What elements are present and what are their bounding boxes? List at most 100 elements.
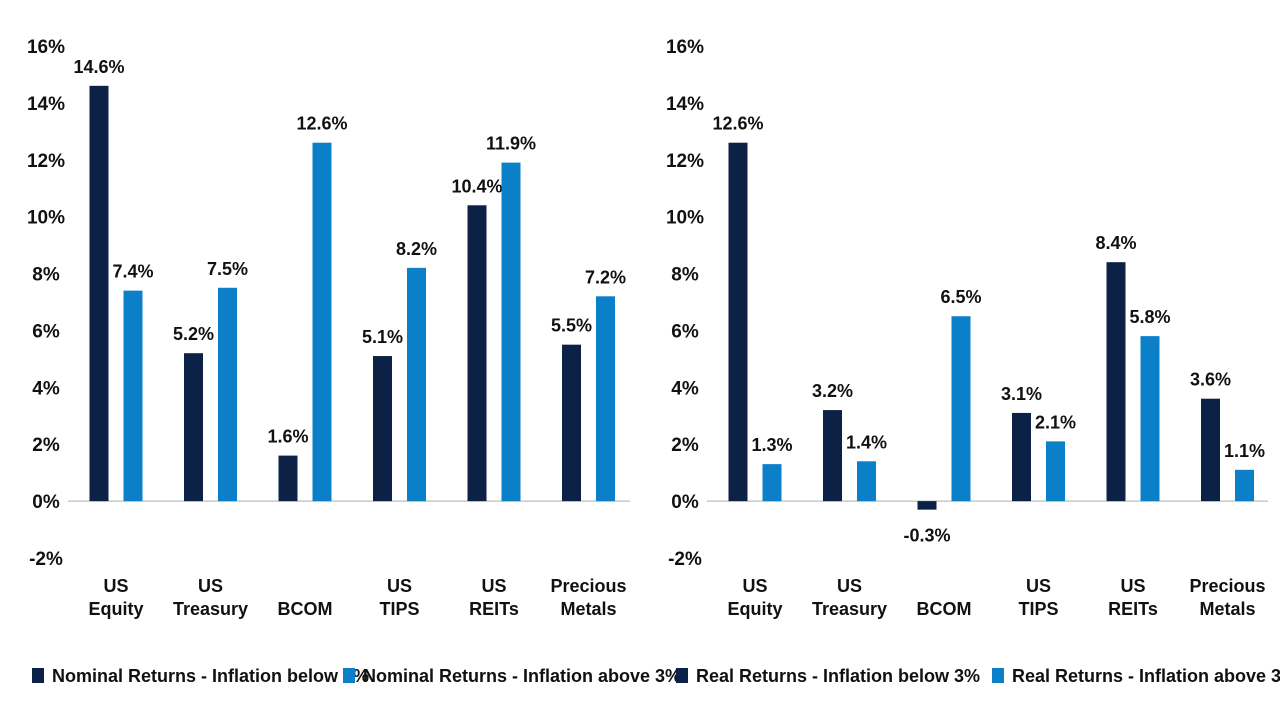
y-tick-label: 6% bbox=[671, 321, 699, 342]
legend-swatch bbox=[32, 668, 44, 683]
bar bbox=[762, 464, 782, 502]
y-tick-label: 12% bbox=[27, 151, 65, 172]
data-label: 14.6% bbox=[73, 57, 124, 77]
legend-label: Nominal Returns - Inflation above 3% bbox=[363, 666, 681, 686]
data-label: 12.6% bbox=[296, 114, 347, 134]
bar bbox=[823, 410, 842, 502]
category-label: US bbox=[742, 576, 767, 596]
y-tick-label: 0% bbox=[671, 492, 699, 513]
y-tick-label: -2% bbox=[29, 549, 63, 570]
data-label: 11.9% bbox=[486, 134, 536, 154]
bar bbox=[89, 85, 109, 502]
y-tick-label: 8% bbox=[671, 265, 699, 286]
data-label: 1.4% bbox=[846, 432, 887, 452]
category-label: TIPS bbox=[379, 599, 419, 619]
y-tick-label: 10% bbox=[666, 208, 704, 229]
data-label: 12.6% bbox=[712, 114, 763, 134]
bar bbox=[501, 162, 521, 502]
bar bbox=[312, 142, 332, 502]
category-label: US bbox=[837, 576, 862, 596]
y-tick-label: 16% bbox=[666, 37, 704, 58]
data-label: 7.2% bbox=[585, 267, 626, 287]
bar bbox=[857, 461, 876, 502]
y-tick-label: 10% bbox=[27, 208, 65, 229]
bar bbox=[373, 356, 392, 502]
category-label: Precious bbox=[1189, 576, 1265, 596]
category-label: US bbox=[1026, 576, 1051, 596]
category-label: REITs bbox=[1108, 599, 1158, 619]
legend-swatch bbox=[343, 668, 355, 683]
category-label: REITs bbox=[469, 599, 519, 619]
bar bbox=[917, 501, 937, 510]
data-label: 3.6% bbox=[1190, 370, 1231, 390]
bar bbox=[728, 142, 748, 502]
data-label: 5.5% bbox=[551, 316, 592, 336]
data-label: 8.2% bbox=[396, 239, 437, 259]
bar bbox=[1046, 441, 1065, 502]
data-label: 1.3% bbox=[751, 435, 792, 455]
data-label: 6.5% bbox=[940, 287, 981, 307]
data-label: 1.6% bbox=[267, 427, 308, 447]
category-label: Metals bbox=[560, 599, 616, 619]
bar bbox=[467, 205, 487, 502]
category-label: BCOM bbox=[278, 599, 333, 619]
y-tick-label: 2% bbox=[671, 435, 699, 456]
category-label: US bbox=[387, 576, 412, 596]
y-tick-label: 0% bbox=[32, 492, 60, 513]
data-label: -0.3% bbox=[903, 526, 950, 546]
category-label: TIPS bbox=[1018, 599, 1058, 619]
bar bbox=[184, 353, 203, 502]
data-label: 8.4% bbox=[1095, 233, 1136, 253]
data-label: 3.2% bbox=[812, 381, 853, 401]
bar bbox=[951, 316, 971, 502]
data-label: 5.1% bbox=[362, 327, 403, 347]
y-tick-label: 16% bbox=[27, 37, 65, 58]
category-label: Precious bbox=[550, 576, 626, 596]
y-tick-label: 8% bbox=[32, 265, 60, 286]
y-tick-label: -2% bbox=[668, 549, 702, 570]
y-tick-label: 2% bbox=[32, 435, 60, 456]
data-label: 7.5% bbox=[207, 259, 248, 279]
legend-label: Nominal Returns - Inflation below 3% bbox=[52, 666, 369, 686]
legend-label: Real Returns - Inflation above 3% bbox=[1012, 666, 1280, 686]
data-label: 10.4% bbox=[451, 176, 502, 196]
nominal-returns-chart: 16% 14% 12% 10% 8% 6% 4% 2% 0% -2% 14.6% 5.2% 1.6% 5.… bbox=[27, 37, 681, 686]
category-label: Treasury bbox=[173, 599, 248, 619]
bar bbox=[123, 290, 143, 502]
legend-swatch bbox=[676, 668, 688, 683]
bar bbox=[1235, 469, 1254, 502]
bar bbox=[562, 344, 581, 502]
y-tick-label: 12% bbox=[666, 151, 704, 172]
data-label: 2.1% bbox=[1035, 412, 1076, 432]
y-tick-label: 4% bbox=[32, 378, 60, 399]
bar bbox=[1106, 262, 1126, 502]
category-label: US bbox=[481, 576, 506, 596]
bar bbox=[218, 287, 237, 502]
real-returns-chart: 16% 14% 12% 10% 8% 6% 4% 2% 0% -2% 12.6% 3.2% -0.3% 3… bbox=[666, 37, 1280, 686]
y-tick-label: 4% bbox=[671, 378, 699, 399]
legend-swatch bbox=[992, 668, 1004, 683]
bar bbox=[407, 267, 426, 502]
bar bbox=[1140, 336, 1160, 502]
bar bbox=[278, 455, 298, 502]
category-label: Equity bbox=[727, 599, 782, 619]
data-label: 5.2% bbox=[173, 324, 214, 344]
y-tick-label: 14% bbox=[27, 94, 65, 115]
data-label: 5.8% bbox=[1129, 307, 1170, 327]
bar bbox=[596, 296, 615, 502]
category-label: US bbox=[198, 576, 223, 596]
category-label: Equity bbox=[88, 599, 143, 619]
category-label: Treasury bbox=[812, 599, 887, 619]
bar bbox=[1012, 412, 1031, 502]
category-label: US bbox=[1120, 576, 1145, 596]
data-label: 1.1% bbox=[1224, 441, 1265, 461]
bar bbox=[1201, 398, 1220, 502]
data-label: 7.4% bbox=[112, 262, 153, 282]
legend-label: Real Returns - Inflation below 3% bbox=[696, 666, 980, 686]
category-label: BCOM bbox=[917, 599, 972, 619]
data-label: 3.1% bbox=[1001, 384, 1042, 404]
category-label: Metals bbox=[1199, 599, 1255, 619]
category-label: US bbox=[103, 576, 128, 596]
y-tick-label: 6% bbox=[32, 321, 60, 342]
